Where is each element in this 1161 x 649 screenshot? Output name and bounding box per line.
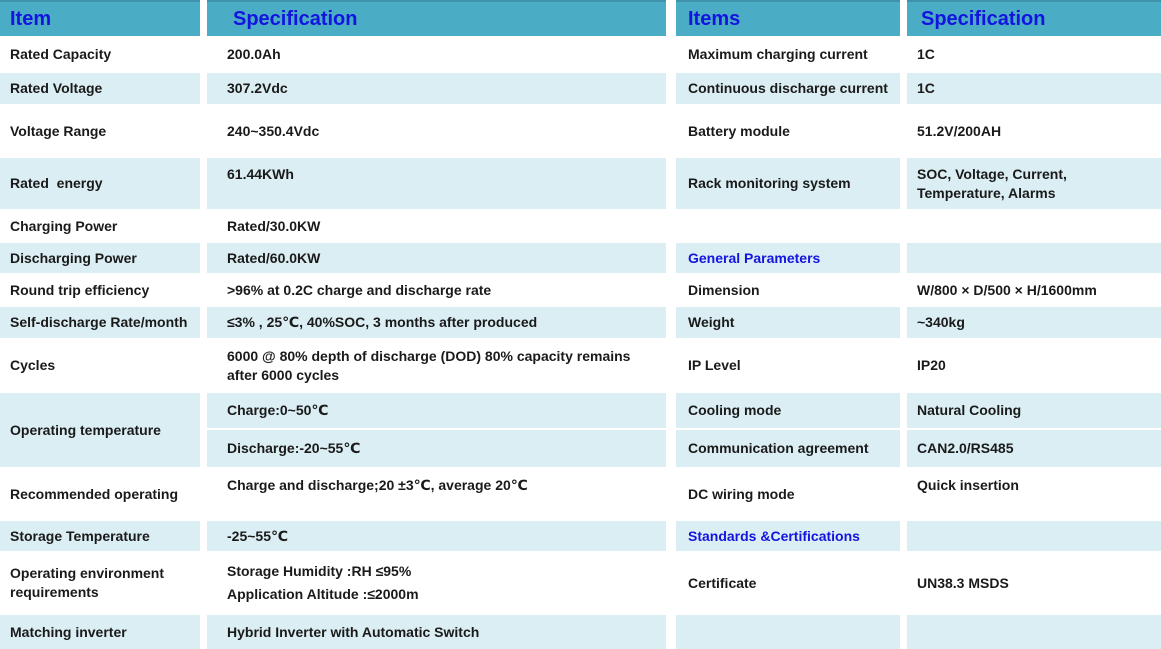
right-item-cell: Battery module: [676, 106, 900, 156]
right-spec-cell: CAN2.0/RS485: [907, 430, 1161, 467]
left-spec-cell: 200.0Ah: [207, 38, 666, 71]
right-item-cell: Communication agreement: [676, 430, 900, 467]
right-spec-cell: W/800 × D/500 × H/1600mm: [907, 275, 1161, 305]
left-spec-cell: 240~350.4Vdc: [207, 106, 666, 156]
left-item-cell: Storage Temperature: [0, 521, 200, 551]
left-item-cell: Rated energy: [0, 158, 200, 209]
left-spec-cell: Rated/60.0KW: [207, 243, 666, 273]
header-spec-left: Specification: [207, 0, 666, 36]
right-section-label-cell: Standards &Certifications: [676, 521, 900, 551]
right-item-cell: Rack monitoring system: [676, 158, 900, 209]
right-item-cell: Maximum charging current: [676, 38, 900, 71]
left-spec-cell: -25~55℃: [207, 521, 666, 551]
header-items-right: Items: [676, 0, 900, 36]
right-spec-cell: Quick insertion: [907, 469, 1161, 519]
left-spec-cell: Charge and discharge;20 ±3℃, average 20℃: [207, 469, 666, 519]
left-item-cell: Rated Capacity: [0, 38, 200, 71]
right-spec-cell: UN38.3 MSDS: [907, 553, 1161, 613]
right-item-cell: [676, 615, 900, 649]
right-item-cell: IP Level: [676, 340, 900, 391]
left-item-cell: Recommended operating: [0, 469, 200, 519]
left-spec-cell: Charge:0~50℃: [207, 393, 666, 428]
right-spec-cell: 1C: [907, 38, 1161, 71]
left-spec-cell: Hybrid Inverter with Automatic Switch: [207, 615, 666, 649]
right-spec-cell: IP20: [907, 340, 1161, 391]
left-spec-cell: 307.2Vdc: [207, 73, 666, 104]
right-item-cell: [676, 211, 900, 241]
spec-line: Application Altitude :≤2000m: [227, 586, 419, 602]
right-item-cell: Dimension: [676, 275, 900, 305]
left-spec-cell: Rated/30.0KW: [207, 211, 666, 241]
right-spec-cell: 51.2V/200AH: [907, 106, 1161, 156]
right-item-cell: Continuous discharge current: [676, 73, 900, 104]
left-item-cell: Rated Voltage: [0, 73, 200, 104]
right-spec-cell: SOC, Voltage, Current, Temperature, Alar…: [907, 158, 1161, 209]
left-item-cell: Matching inverter: [0, 615, 200, 649]
left-item-cell: Cycles: [0, 340, 200, 391]
left-item-cell: Round trip efficiency: [0, 275, 200, 305]
left-spec-cell: ≤3% , 25℃, 40%SOC, 3 months after produc…: [207, 307, 666, 338]
right-item-cell: Certificate: [676, 553, 900, 613]
right-spec-cell: [907, 211, 1161, 241]
left-item-cell: Discharging Power: [0, 243, 200, 273]
right-spec-cell: [907, 521, 1161, 551]
left-spec-cell: 6000 @ 80% depth of discharge (DOD) 80% …: [207, 340, 666, 391]
left-item-cell: Self-discharge Rate/month: [0, 307, 200, 338]
left-spec-cell: Storage Humidity :RH ≤95% Application Alt…: [207, 553, 666, 613]
right-spec-cell: Natural Cooling: [907, 393, 1161, 428]
right-spec-cell: [907, 615, 1161, 649]
left-spec-cell: 61.44KWh: [207, 158, 666, 209]
right-item-cell: Cooling mode: [676, 393, 900, 428]
left-item-cell: Voltage Range: [0, 106, 200, 156]
left-item-cell: Operating temperature: [0, 393, 200, 467]
right-spec-cell: 1C: [907, 73, 1161, 104]
left-spec-cell: Discharge:-20~55℃: [207, 430, 666, 467]
left-item-cell: Charging Power: [0, 211, 200, 241]
spec-line: Storage Humidity :RH ≤95%: [227, 563, 412, 579]
header-spec-right: Specification: [907, 0, 1161, 36]
right-item-cell: DC wiring mode: [676, 469, 900, 519]
right-section-label-cell: General Parameters: [676, 243, 900, 273]
right-item-cell: Weight: [676, 307, 900, 338]
left-item-cell: Operating environment requirements: [0, 553, 200, 613]
right-spec-cell: ~340kg: [907, 307, 1161, 338]
header-item-left: Item: [0, 0, 200, 36]
right-spec-cell: [907, 243, 1161, 273]
left-spec-cell: >96% at 0.2C charge and discharge rate: [207, 275, 666, 305]
